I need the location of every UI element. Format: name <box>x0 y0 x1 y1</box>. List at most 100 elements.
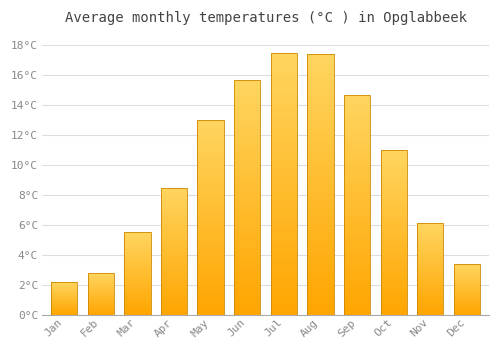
Bar <box>344 121 370 123</box>
Bar <box>344 97 370 99</box>
Bar <box>124 235 150 236</box>
Bar <box>234 89 260 92</box>
Bar <box>234 277 260 280</box>
Bar <box>124 240 150 241</box>
Bar <box>417 245 444 246</box>
Bar <box>454 289 480 290</box>
Bar <box>380 190 407 191</box>
Bar <box>234 190 260 192</box>
Bar <box>270 283 297 286</box>
Bar <box>161 269 187 270</box>
Bar <box>198 188 224 190</box>
Bar <box>270 207 297 210</box>
Bar <box>234 110 260 113</box>
Bar <box>124 302 150 303</box>
Bar <box>308 109 334 112</box>
Bar <box>380 178 407 180</box>
Bar <box>198 173 224 175</box>
Bar <box>308 75 334 78</box>
Bar <box>161 217 187 218</box>
Bar <box>234 202 260 204</box>
Bar <box>308 208 334 211</box>
Bar <box>124 295 150 296</box>
Bar <box>88 307 114 308</box>
Bar <box>198 144 224 146</box>
Bar <box>88 308 114 309</box>
Bar <box>308 205 334 208</box>
Bar <box>161 261 187 262</box>
Bar <box>234 263 260 265</box>
Bar <box>308 151 334 153</box>
Bar <box>124 263 150 264</box>
Bar <box>417 296 444 298</box>
Bar <box>344 117 370 119</box>
Bar <box>380 279 407 280</box>
Bar <box>161 219 187 220</box>
Bar <box>380 307 407 308</box>
Bar <box>308 200 334 203</box>
Bar <box>234 178 260 181</box>
Bar <box>454 297 480 298</box>
Bar <box>454 264 480 265</box>
Bar <box>454 296 480 297</box>
Bar <box>417 236 444 237</box>
Bar <box>380 272 407 274</box>
Bar <box>198 260 224 262</box>
Bar <box>124 305 150 306</box>
Bar <box>124 279 150 280</box>
Bar <box>380 252 407 254</box>
Bar <box>344 176 370 178</box>
Bar <box>88 276 114 277</box>
Bar <box>344 258 370 260</box>
Bar <box>380 267 407 269</box>
Bar <box>454 313 480 314</box>
Bar <box>270 228 297 231</box>
Bar <box>417 309 444 310</box>
Bar <box>234 282 260 284</box>
Bar <box>234 101 260 103</box>
Bar <box>380 285 407 287</box>
Bar <box>344 198 370 200</box>
Bar <box>161 245 187 246</box>
Bar <box>161 252 187 254</box>
Bar <box>270 134 297 136</box>
Bar <box>88 292 114 293</box>
Bar <box>234 181 260 183</box>
Bar <box>234 134 260 136</box>
Bar <box>454 312 480 313</box>
Bar <box>454 270 480 271</box>
Bar <box>308 172 334 174</box>
Bar <box>308 224 334 226</box>
Bar <box>161 213 187 214</box>
Bar <box>88 312 114 313</box>
Bar <box>198 248 224 251</box>
Bar <box>234 167 260 169</box>
Bar <box>454 265 480 266</box>
Bar <box>344 229 370 231</box>
Bar <box>417 256 444 257</box>
Bar <box>270 233 297 236</box>
Bar <box>161 268 187 269</box>
Bar <box>234 209 260 211</box>
Bar <box>308 229 334 231</box>
Bar <box>234 84 260 87</box>
Bar <box>417 302 444 303</box>
Bar <box>234 256 260 258</box>
Bar <box>198 235 224 237</box>
Bar <box>198 289 224 292</box>
Bar <box>308 258 334 260</box>
Bar <box>198 169 224 171</box>
Bar <box>417 273 444 274</box>
Bar <box>270 275 297 278</box>
Bar <box>270 281 297 283</box>
Bar <box>270 82 297 84</box>
Bar <box>234 308 260 310</box>
Bar <box>270 241 297 244</box>
Bar <box>308 114 334 117</box>
Bar <box>234 120 260 122</box>
Bar <box>270 116 297 118</box>
Bar <box>417 294 444 295</box>
Bar <box>308 54 334 57</box>
Bar <box>161 190 187 191</box>
Bar <box>124 291 150 292</box>
